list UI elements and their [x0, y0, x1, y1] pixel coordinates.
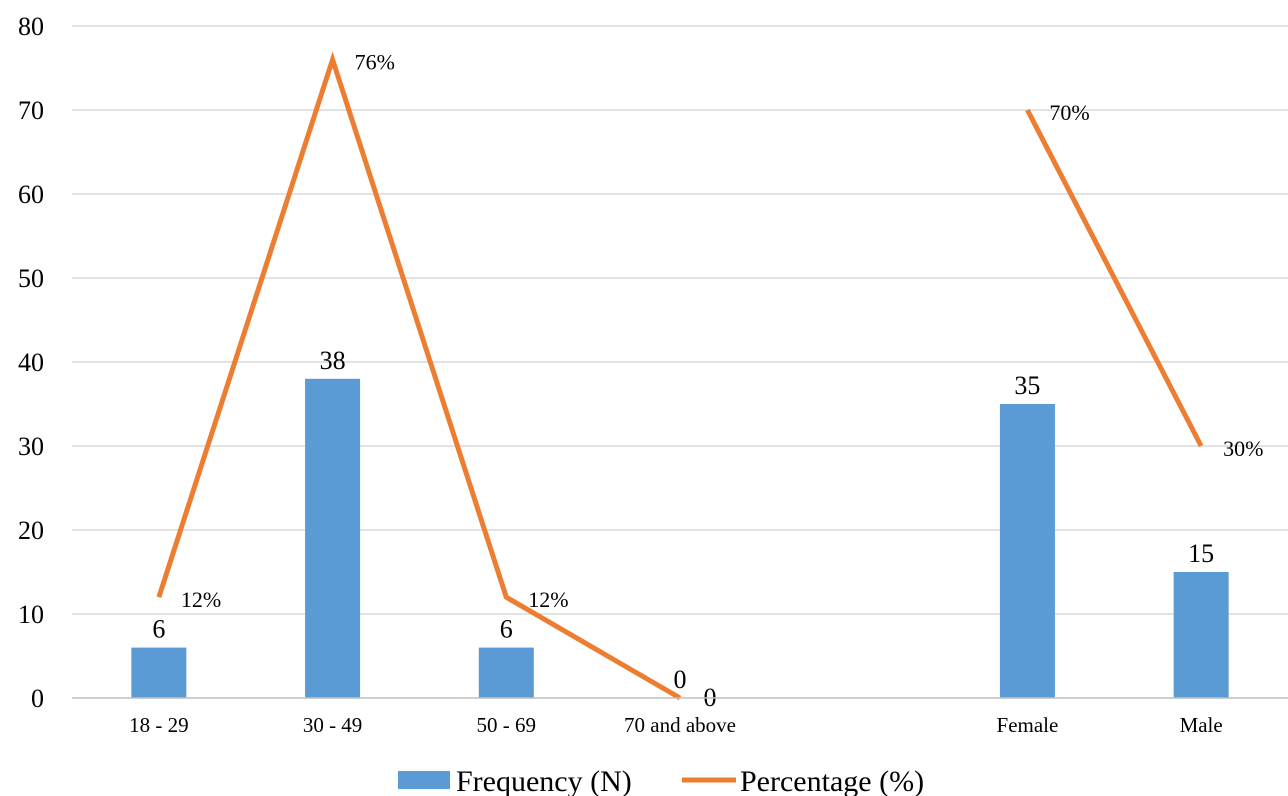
y-tick-label: 80 [18, 12, 44, 41]
x-axis: 18 - 29 30 - 49 50 - 69 70 and above Female M… [72, 697, 1288, 737]
percentage-value-label: 76% [355, 50, 395, 75]
bar [1173, 572, 1229, 698]
x-tick-label: 70 and above [624, 713, 736, 737]
gridlines [72, 25, 1288, 615]
legend-label-frequency: Frequency (N) [456, 765, 632, 796]
line-series [156, 51, 1204, 701]
legend-swatch-frequency [398, 771, 450, 789]
bar-value-label: 15 [1188, 539, 1214, 568]
x-tick-label: Female [997, 713, 1059, 737]
bar-value-label: 6 [500, 615, 513, 644]
bar-value-label: 6 [152, 615, 165, 644]
legend-label-percentage: Percentage (%) [740, 765, 924, 796]
bar [478, 647, 534, 698]
legend: Frequency (N) Percentage (%) [398, 765, 924, 796]
bar [131, 647, 187, 698]
y-tick-label: 30 [18, 432, 44, 461]
y-tick-label: 10 [18, 600, 44, 629]
percentage-line [156, 51, 682, 701]
bar [999, 404, 1055, 698]
bar-series [131, 378, 1229, 698]
x-tick-label: 30 - 49 [303, 713, 363, 737]
y-tick-label: 0 [31, 684, 44, 713]
x-tick-label: Male [1180, 713, 1223, 737]
y-tick-label: 20 [18, 516, 44, 545]
percentage-value-label: 30% [1223, 436, 1263, 461]
bar-value-label: 38 [320, 346, 346, 375]
y-tick-label: 70 [18, 96, 44, 125]
percentage-value-label: 12% [528, 587, 568, 612]
x-tick-label: 50 - 69 [477, 713, 537, 737]
bar-value-label: 35 [1014, 371, 1040, 400]
y-tick-label: 40 [18, 348, 44, 377]
percentage-value-label: 12% [181, 587, 221, 612]
bar-value-label: 0 [674, 665, 687, 694]
y-axis: 0 10 20 30 40 50 60 70 80 [18, 12, 44, 713]
x-tick-label: 18 - 29 [129, 713, 189, 737]
percentage-value-label: 70% [1049, 100, 1089, 125]
y-tick-label: 50 [18, 264, 44, 293]
y-tick-label: 60 [18, 180, 44, 209]
percentage-line [1025, 108, 1204, 448]
bar [305, 378, 361, 698]
